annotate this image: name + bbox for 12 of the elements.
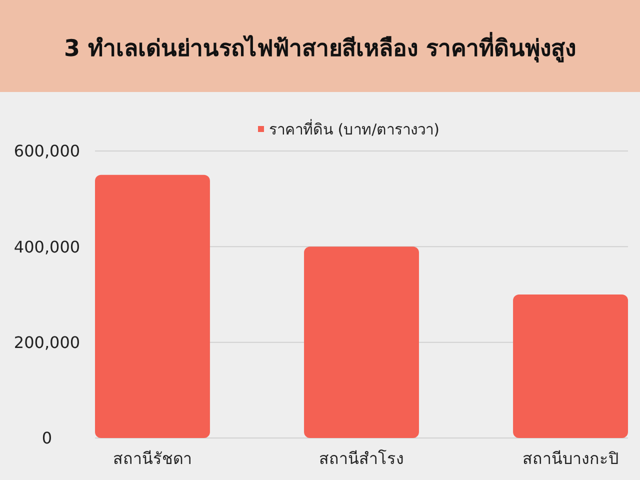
x-tick-label: สถานีรัชดา <box>112 449 192 468</box>
bar <box>95 174 210 438</box>
legend-label: ราคาที่ดิน (บาท/ตารางวา) <box>269 118 440 138</box>
y-tick-label: 200,000 <box>14 332 80 352</box>
chart-title: 3 ทำเลเด่นย่านรถไฟฟ้าสายสีเหลือง ราคาที่ดินพุ่งสูง <box>64 31 576 63</box>
bar <box>513 294 628 438</box>
x-tick-label: สถานีสำโรง <box>319 449 404 468</box>
y-tick-label: 400,000 <box>14 237 80 256</box>
bar <box>304 246 419 438</box>
y-tick-label: 0 <box>42 428 52 448</box>
x-tick-label: สถานีบางกะปิ <box>522 449 619 468</box>
y-tick-label: 600,000 <box>14 142 80 161</box>
